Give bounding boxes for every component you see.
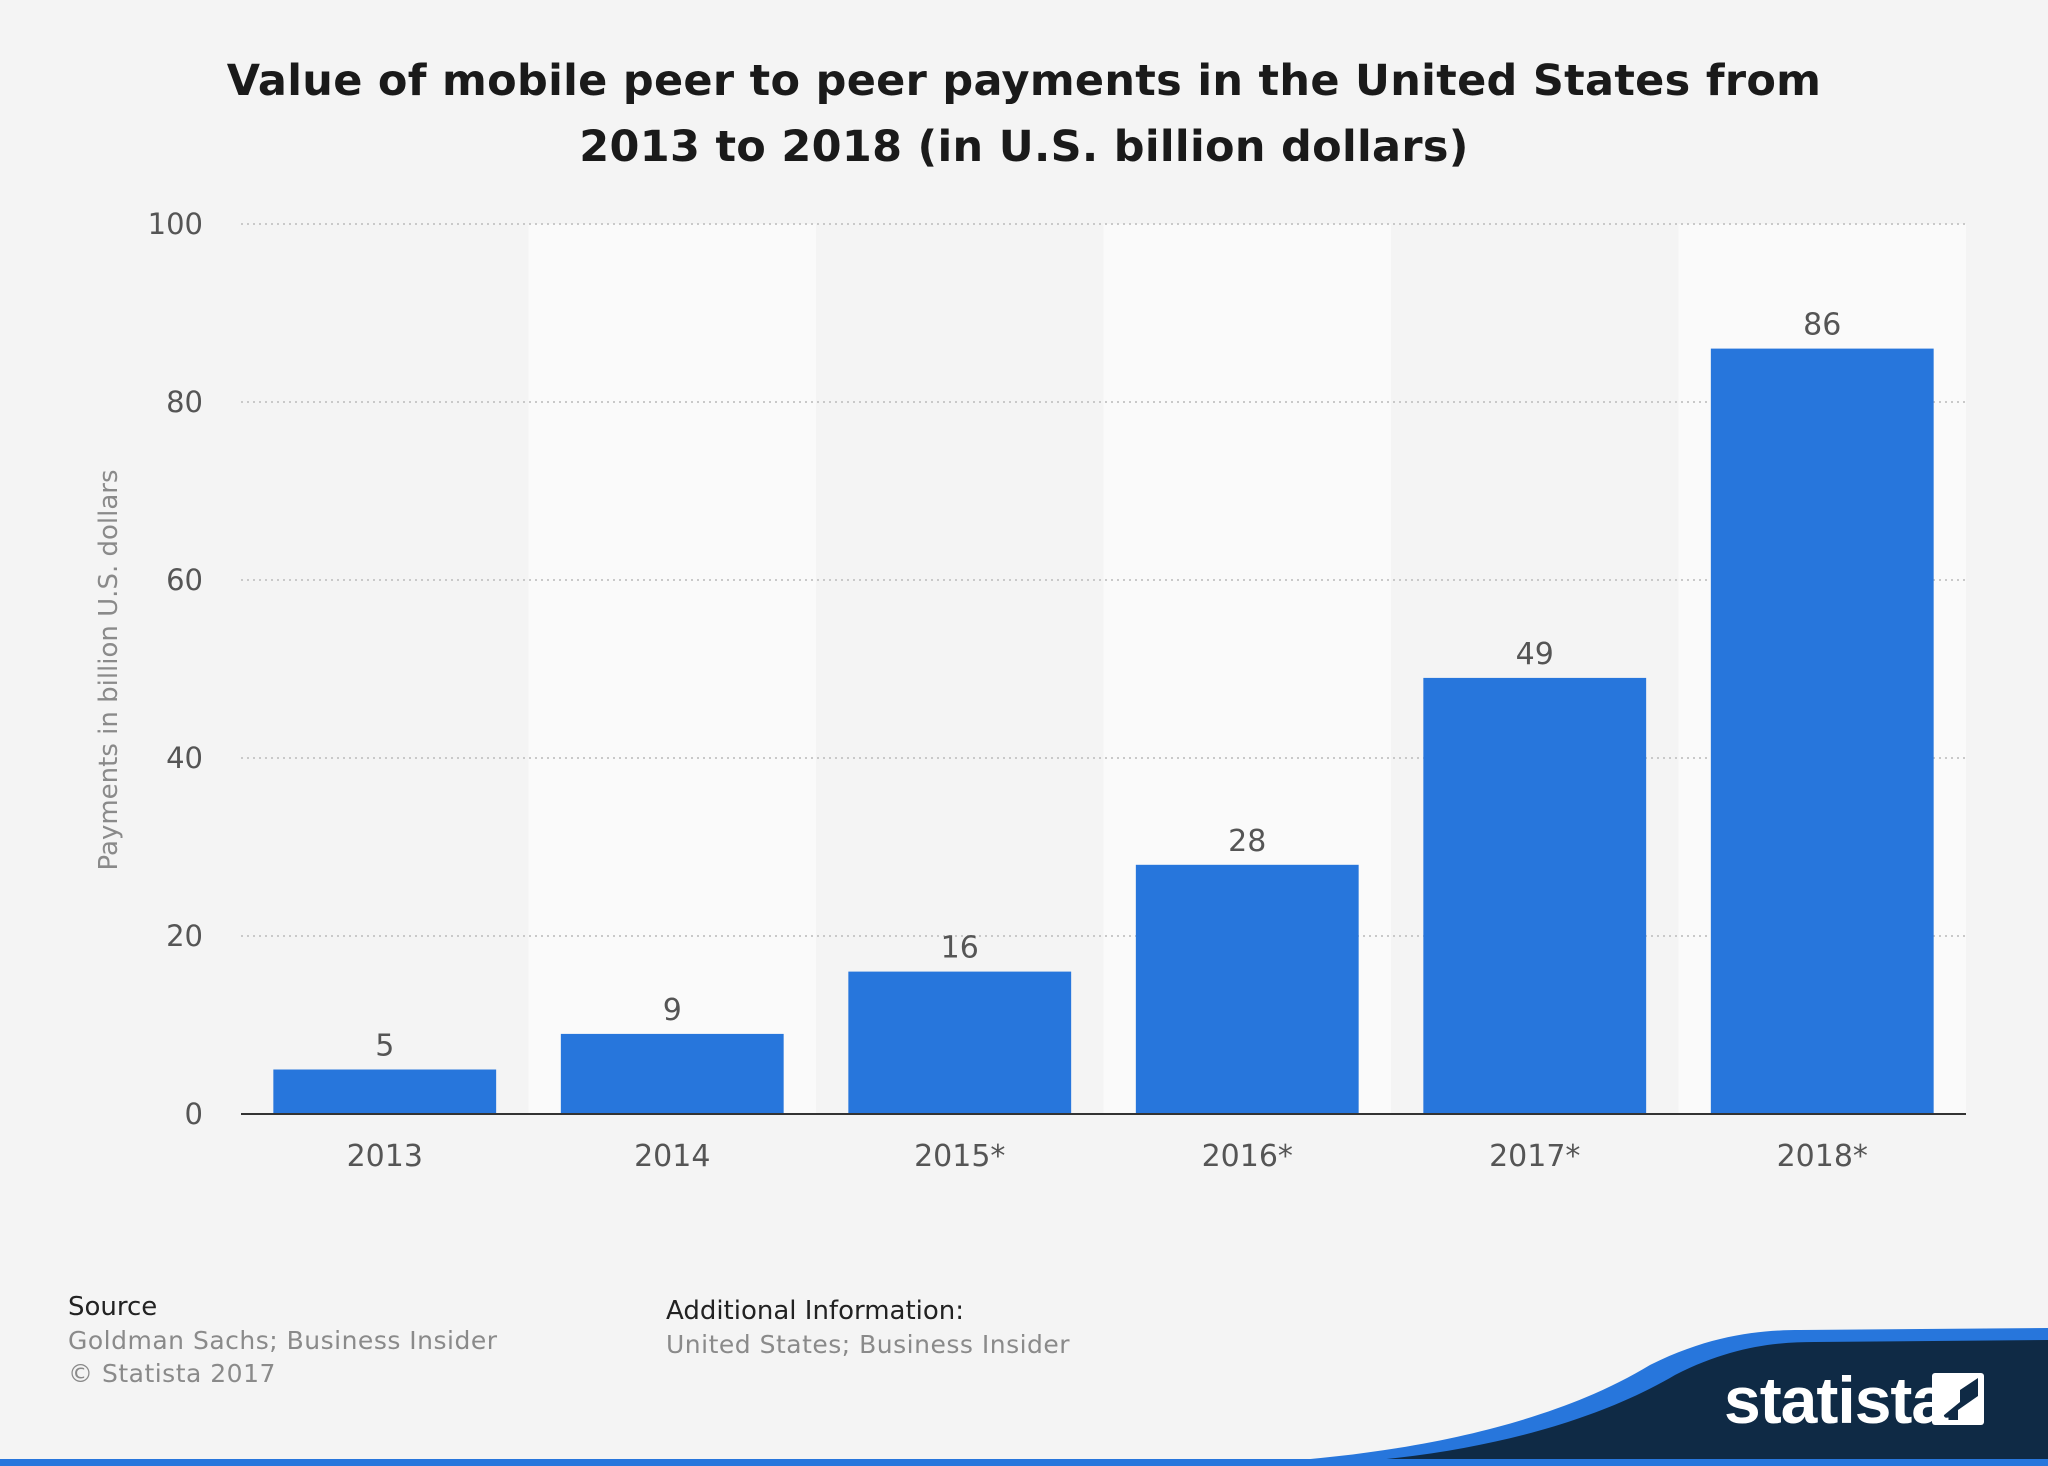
y-tick-label-60: 60 bbox=[166, 563, 203, 597]
chart-data-labels: 5 9 16 28 49 86 bbox=[375, 308, 1841, 1064]
bar-2018* bbox=[1710, 348, 1934, 1115]
source-heading: Source bbox=[68, 1292, 158, 1322]
bar-2015* bbox=[848, 971, 1072, 1114]
chart-bars bbox=[273, 348, 1934, 1115]
statista-logo: statista bbox=[1724, 1363, 1948, 1437]
data-label-2013: 5 bbox=[375, 1029, 394, 1064]
chart-title-line-1: Value of mobile peer to peer payments in… bbox=[226, 56, 1822, 106]
source-line-2: © Statista 2017 bbox=[68, 1359, 276, 1388]
y-axis-title: Payments in billion U.S. dollars bbox=[94, 469, 124, 870]
y-tick-label-80: 80 bbox=[166, 385, 203, 419]
statista-mark-icon bbox=[1932, 1373, 1984, 1425]
data-label-2018*: 86 bbox=[1803, 308, 1841, 343]
x-tick-label-2017*: 2017* bbox=[1489, 1139, 1580, 1174]
x-tick-label-2016*: 2016* bbox=[1202, 1139, 1293, 1174]
x-axis-tick-labels: 2013 2014 2015* 2016* 2017* 2018* bbox=[347, 1139, 1868, 1174]
bar-2016* bbox=[1135, 864, 1359, 1114]
additional-info-block: Additional Information: United States; B… bbox=[666, 1294, 1070, 1361]
chart-band-1 bbox=[528, 224, 816, 1114]
bar-2014 bbox=[560, 1033, 784, 1114]
y-axis-tick-labels: 0 20 40 60 80 100 bbox=[148, 207, 203, 1131]
x-tick-label-2018*: 2018* bbox=[1777, 1139, 1868, 1174]
source-line-1: Goldman Sachs; Business Insider bbox=[68, 1326, 498, 1355]
additional-info-heading: Additional Information: bbox=[666, 1296, 965, 1326]
x-tick-label-2013: 2013 bbox=[347, 1139, 423, 1174]
y-tick-label-40: 40 bbox=[166, 741, 203, 775]
y-tick-label-20: 20 bbox=[166, 919, 203, 953]
x-tick-label-2014: 2014 bbox=[634, 1139, 710, 1174]
y-tick-label-0: 0 bbox=[185, 1097, 203, 1131]
bottom-blue-strip bbox=[0, 1459, 2048, 1466]
chart-title-line-2: 2013 to 2018 (in U.S. billion dollars) bbox=[579, 122, 1469, 172]
data-label-2014: 9 bbox=[663, 993, 682, 1028]
data-label-2016*: 28 bbox=[1228, 824, 1266, 859]
source-block: Source Goldman Sachs; Business Insider ©… bbox=[68, 1290, 498, 1390]
data-label-2017*: 49 bbox=[1516, 637, 1554, 672]
chart-title: Value of mobile peer to peer payments in… bbox=[0, 48, 2048, 180]
bar-2017* bbox=[1423, 677, 1647, 1114]
brand-dark-swoosh bbox=[1250, 1340, 2048, 1466]
data-label-2015*: 16 bbox=[941, 931, 979, 966]
bar-2013 bbox=[273, 1069, 497, 1114]
y-tick-label-100: 100 bbox=[148, 207, 203, 241]
additional-info-line-1: United States; Business Insider bbox=[666, 1330, 1071, 1359]
x-tick-label-2015*: 2015* bbox=[914, 1139, 1005, 1174]
